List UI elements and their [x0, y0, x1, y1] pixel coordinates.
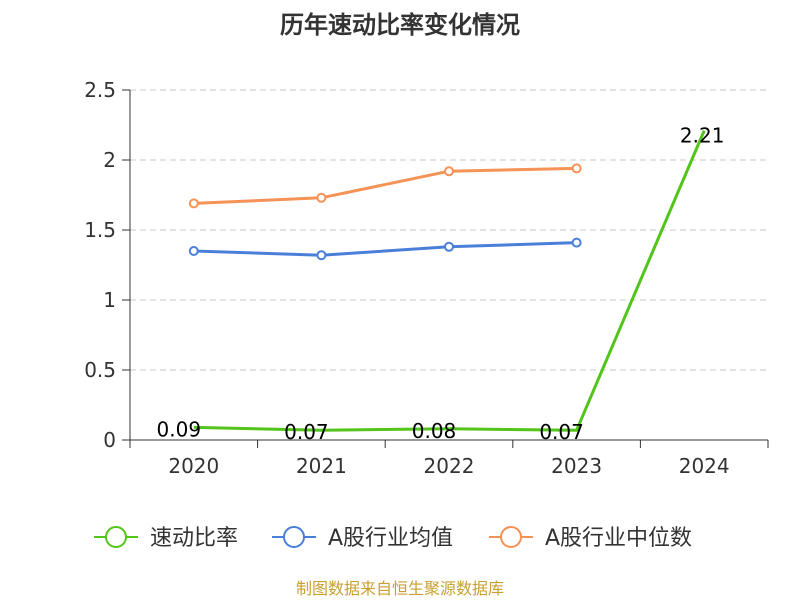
x-tick-label: 2022: [424, 454, 475, 478]
data-point: [444, 241, 454, 252]
y-tick-label: 2.5: [84, 78, 116, 102]
legend-marker-quick-ratio: [105, 526, 127, 548]
legend-label-industry-mean: A股行业均值: [328, 526, 453, 551]
legend-label-industry-median: A股行业中位数: [545, 526, 692, 551]
legend-marker-industry-median: [500, 526, 522, 548]
y-tick-label: 1.5: [84, 218, 116, 242]
data-point: [571, 163, 582, 174]
data-label: 0.07: [539, 420, 584, 444]
y-tick-label: 2: [103, 148, 116, 172]
legend-item-industry-median[interactable]: A股行业中位数: [489, 526, 692, 551]
legend-marker-industry-mean: [283, 526, 305, 548]
legend-label-quick-ratio: 速动比率: [150, 526, 238, 551]
data-point: [316, 192, 327, 203]
x-tick-label: 2021: [296, 454, 347, 478]
data-point: [188, 198, 199, 209]
y-axis: 0 0.5 1 1.5 2 2.5: [84, 78, 131, 452]
x-tick-label: 2024: [679, 454, 730, 478]
data-label: 0.08: [412, 419, 457, 443]
data-point: [444, 166, 454, 177]
y-tick-label: 0.5: [84, 358, 116, 382]
chart-title: 历年速动比率变化情况: [280, 11, 520, 39]
y-tick-label: 1: [103, 288, 116, 312]
x-tick-label: 2020: [168, 454, 219, 478]
legend-item-industry-mean[interactable]: A股行业均值: [272, 526, 453, 551]
y-tick-label: 0: [103, 428, 116, 452]
data-point: [188, 246, 199, 256]
series-line: [193, 241, 577, 257]
series-group: [188, 130, 706, 432]
data-label: 0.09: [157, 417, 202, 441]
series-line: [193, 130, 706, 432]
gridlines: [130, 89, 768, 371]
data-point: [316, 250, 327, 261]
x-tick-label: 2023: [551, 454, 602, 478]
legend[interactable]: 速动比率 A股行业均值 A股行业中位数: [94, 526, 692, 551]
source-note: 制图数据来自恒生聚源数据库: [296, 579, 504, 598]
series-line: [193, 166, 577, 205]
data-label: 0.07: [284, 420, 329, 444]
data-point: [571, 237, 582, 248]
x-axis: 2020 2021 2022 2023 2024: [129, 439, 769, 478]
legend-item-quick-ratio[interactable]: 速动比率: [94, 526, 238, 551]
data-label: 2.21: [680, 124, 725, 148]
data-labels: 0.09 0.07 0.08 0.07 2.21: [157, 124, 725, 445]
